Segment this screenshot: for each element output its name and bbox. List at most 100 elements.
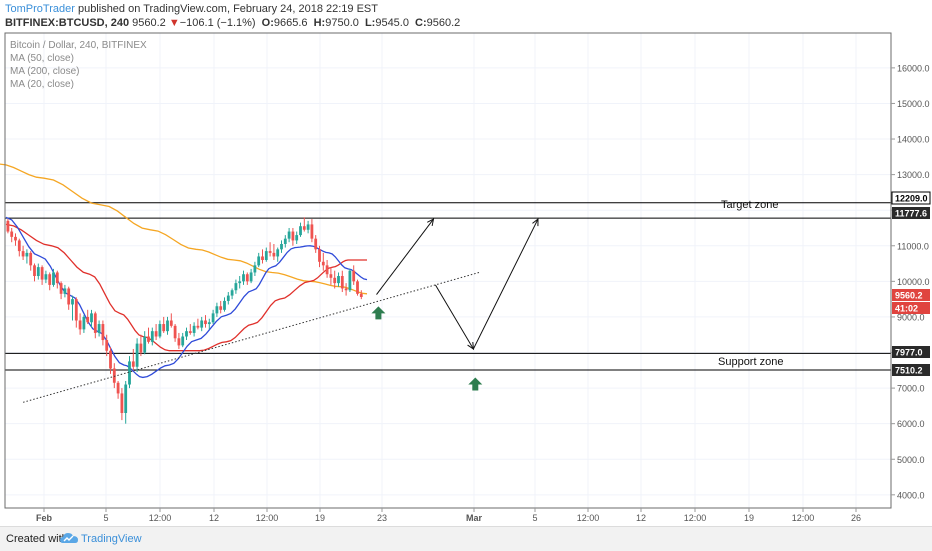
- tradingview-brand-link[interactable]: TradingView: [81, 533, 142, 545]
- candle-body: [63, 288, 67, 294]
- trendline: [22, 271, 480, 403]
- candle-body: [287, 231, 291, 239]
- close-label: C:: [415, 17, 427, 29]
- ma200-line: [0, 163, 368, 295]
- candle-body: [6, 220, 10, 232]
- y-tick-label: 16000.0: [897, 63, 930, 73]
- price-chart[interactable]: 16000.015000.014000.013000.012000.011000…: [0, 0, 932, 526]
- symbol-info: BITFINEX:BTCUSD, 240 9560.2 ▼−106.1 (−1.…: [5, 17, 460, 29]
- candle-body: [337, 276, 340, 284]
- candle-body: [204, 320, 207, 325]
- candle-body: [33, 265, 36, 277]
- candle-body: [139, 343, 143, 353]
- candles: [6, 217, 363, 424]
- y-tick-label: 13000.0: [897, 170, 930, 180]
- candle-body: [59, 283, 63, 294]
- candle-body: [314, 238, 318, 250]
- candle-body: [245, 274, 249, 282]
- candle-body: [158, 324, 162, 337]
- candle-body: [223, 300, 226, 310]
- candle-body: [234, 283, 238, 291]
- price-label-box: [892, 302, 930, 314]
- y-tick-label: 7000.0: [897, 384, 925, 394]
- x-tick-label: 26: [851, 513, 861, 523]
- candle-body: [268, 251, 272, 253]
- candle-body: [264, 251, 268, 261]
- candle-body: [67, 288, 71, 305]
- price-label-text: 7510.2: [895, 366, 923, 376]
- price-label-text: 12209.0: [895, 194, 928, 204]
- ma50-line: [5, 223, 367, 352]
- down-triangle-icon: ▼: [168, 17, 180, 29]
- candle-body: [128, 361, 131, 385]
- created-with-text: Created with: [6, 533, 68, 545]
- price-label-box: [892, 364, 930, 376]
- zone-lines: [5, 202, 891, 371]
- candle-body: [207, 322, 211, 325]
- candle-body: [135, 343, 139, 367]
- green-up-arrow-icon: [371, 306, 386, 320]
- candle-body: [90, 313, 93, 323]
- y-tick-label: 4000.0: [897, 490, 925, 500]
- candle-body: [150, 331, 154, 342]
- candle-body: [333, 277, 337, 284]
- candle-body: [291, 231, 295, 241]
- high-value: 9750.0: [325, 17, 359, 29]
- candle-body: [131, 361, 135, 367]
- candle-body: [359, 293, 363, 298]
- drawings: [22, 218, 539, 403]
- y-tick-label: 11000.0: [897, 241, 929, 251]
- tradingview-cloud-icon[interactable]: [60, 531, 78, 545]
- x-tick-label: 12:00: [577, 513, 600, 523]
- candle-body: [17, 240, 21, 252]
- candle-body: [25, 252, 29, 257]
- candle-body: [116, 382, 120, 394]
- projection-path: [434, 218, 539, 351]
- last-price: 9560.2: [132, 17, 166, 29]
- candle-body: [82, 316, 86, 330]
- candle-body: [21, 251, 25, 257]
- candle-body: [356, 281, 359, 294]
- legend-ma50[interactable]: MA (50, close): [10, 53, 74, 64]
- candle-body: [329, 274, 333, 278]
- price-label-box: [892, 289, 930, 301]
- candle-body: [55, 272, 59, 284]
- candle-body: [318, 249, 321, 262]
- author-link[interactable]: TomProTrader: [5, 3, 75, 15]
- x-tick-label: 12: [209, 513, 219, 523]
- candle-body: [310, 224, 314, 239]
- candle-body: [112, 368, 116, 383]
- price-axis: 16000.015000.014000.013000.012000.011000…: [891, 63, 930, 500]
- candle-body: [52, 272, 55, 285]
- x-tick-label: 19: [315, 513, 325, 523]
- footer-bar: Created with TradingView: [0, 526, 932, 551]
- candle-body: [321, 261, 325, 266]
- candle-body: [124, 384, 128, 413]
- candle-body: [230, 290, 234, 296]
- x-tick-label: 12:00: [792, 513, 815, 523]
- candle-body: [10, 231, 14, 237]
- symbol-name: BITFINEX:BTCUSD, 240: [5, 17, 130, 29]
- open-label: O:: [261, 17, 274, 29]
- y-tick-label: 10000.0: [897, 277, 930, 287]
- candle-body: [272, 252, 276, 257]
- legend-ma200[interactable]: MA (200, close): [10, 66, 80, 77]
- y-tick-label: 9000.0: [897, 312, 925, 322]
- candle-body: [352, 270, 356, 282]
- price-label-box: [892, 346, 930, 358]
- candle-body: [340, 276, 344, 289]
- candle-body: [71, 299, 74, 305]
- arrowhead: [532, 218, 539, 227]
- candle-body: [173, 325, 177, 339]
- candle-body: [249, 272, 253, 282]
- candle-body: [154, 331, 158, 337]
- candle-body: [109, 350, 112, 369]
- candle-body: [185, 331, 188, 337]
- candle-body: [36, 267, 40, 277]
- legend-ma20[interactable]: MA (20, close): [10, 79, 74, 90]
- plot-border: [4, 32, 892, 509]
- support-zone-label: Support zone: [718, 356, 783, 368]
- x-tick-label: 5: [103, 513, 108, 523]
- x-tick-label: 5: [532, 513, 537, 523]
- publish-text: published on TradingView.com, February 2…: [77, 3, 378, 15]
